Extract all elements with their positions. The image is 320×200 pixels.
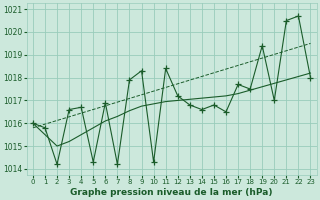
X-axis label: Graphe pression niveau de la mer (hPa): Graphe pression niveau de la mer (hPa): [70, 188, 273, 197]
